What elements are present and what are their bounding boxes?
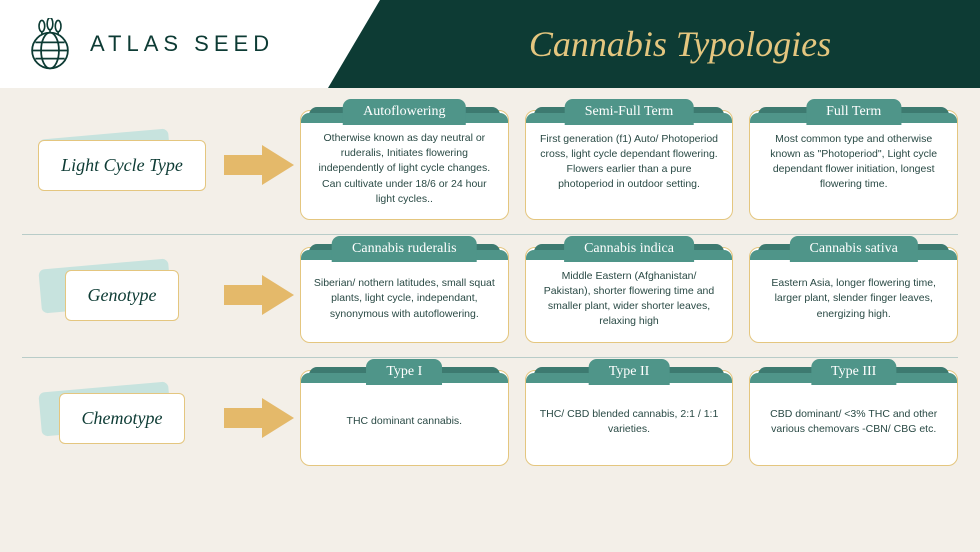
cards-row: Type I THC dominant cannabis. Type II TH…: [300, 370, 958, 466]
row-light-cycle: Light Cycle Type Autoflowering Otherwise…: [22, 98, 958, 234]
card-body: THC/ CBD blended cannabis, 2:1 / 1:1 var…: [526, 371, 733, 465]
cards-row: Cannabis ruderalis Siberian/ nothern lat…: [300, 247, 958, 343]
card-body: Most common type and otherwise known as …: [750, 111, 957, 205]
card-sativa: Cannabis sativa Eastern Asia, longer flo…: [749, 247, 958, 343]
card-full-term: Full Term Most common type and otherwise…: [749, 110, 958, 220]
row-genotype: Genotype Cannabis ruderalis Siberian/ no…: [22, 234, 958, 357]
content: Light Cycle Type Autoflowering Otherwise…: [0, 88, 980, 480]
page-title: Cannabis Typologies: [529, 23, 831, 65]
title-area: Cannabis Typologies: [380, 0, 980, 88]
cards-row: Autoflowering Otherwise known as day neu…: [300, 110, 958, 220]
card-semi-full-term: Semi-Full Term First generation (f1) Aut…: [525, 110, 734, 220]
row-label: Genotype: [88, 285, 157, 306]
globe-leaf-icon: [24, 18, 76, 70]
card-type-1: Type I THC dominant cannabis.: [300, 370, 509, 466]
arrow-icon: [224, 275, 294, 315]
row-label-card: Genotype: [65, 270, 180, 321]
card-body: Siberian/ nothern latitudes, small squat…: [301, 248, 508, 342]
row-label-wrap: Chemotype: [22, 393, 222, 444]
card-body: First generation (f1) Auto/ Photoperiod …: [526, 111, 733, 205]
card-type-2: Type II THC/ CBD blended cannabis, 2:1 /…: [525, 370, 734, 466]
card-body: THC dominant cannabis.: [301, 371, 508, 465]
row-label-wrap: Light Cycle Type: [22, 140, 222, 191]
arrow-icon: [224, 145, 294, 185]
card-ruderalis: Cannabis ruderalis Siberian/ nothern lat…: [300, 247, 509, 343]
card-body: Middle Eastern (Afghanistan/ Pakistan), …: [526, 248, 733, 342]
card-body: Otherwise known as day neutral or rudera…: [301, 111, 508, 219]
card-body: Eastern Asia, longer flowering time, lar…: [750, 248, 957, 342]
header: ATLAS SEED Cannabis Typologies: [0, 0, 980, 88]
card-indica: Cannabis indica Middle Eastern (Afghanis…: [525, 247, 734, 343]
arrow-icon: [224, 398, 294, 438]
row-chemotype: Chemotype Type I THC dominant cannabis. …: [22, 357, 958, 480]
brand-name: ATLAS SEED: [90, 31, 274, 57]
row-label: Chemotype: [82, 408, 163, 429]
card-body: CBD dominant/ <3% THC and other various …: [750, 371, 957, 465]
card-autoflowering: Autoflowering Otherwise known as day neu…: [300, 110, 509, 220]
card-type-3: Type III CBD dominant/ <3% THC and other…: [749, 370, 958, 466]
row-label-card: Chemotype: [59, 393, 186, 444]
row-label-card: Light Cycle Type: [38, 140, 206, 191]
row-label-wrap: Genotype: [22, 270, 222, 321]
row-label: Light Cycle Type: [61, 155, 183, 176]
logo-area: ATLAS SEED: [0, 0, 380, 88]
